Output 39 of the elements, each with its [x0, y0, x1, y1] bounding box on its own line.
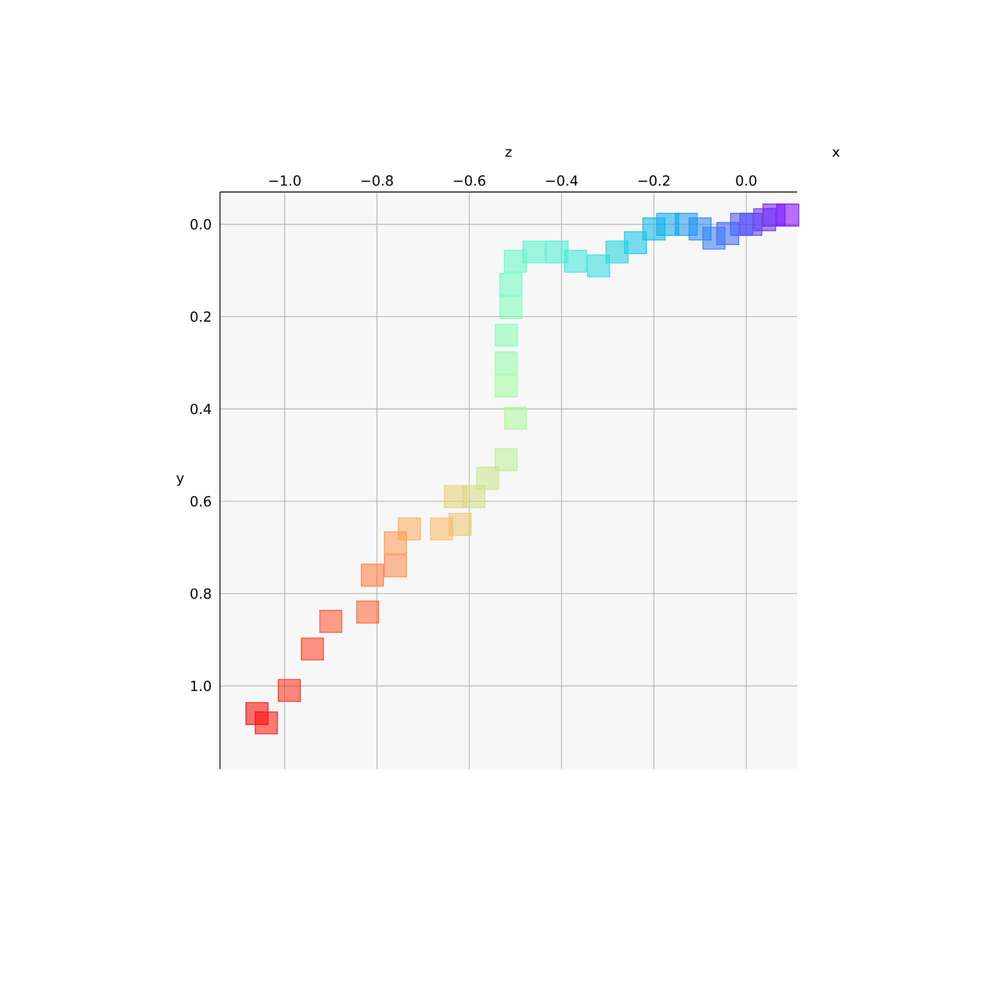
- point: [499, 272, 522, 296]
- point: [356, 600, 380, 624]
- x-tick-label: −0.4: [546, 175, 578, 186]
- point: [504, 250, 527, 273]
- y-tick-label: 0.4: [190, 404, 212, 414]
- y-tick-label: 0.0: [190, 219, 211, 230]
- point: [546, 240, 568, 264]
- point: [384, 531, 407, 554]
- point: [504, 406, 527, 430]
- x-tick-label: 0.0: [736, 175, 756, 186]
- point: [476, 466, 500, 490]
- point: [606, 240, 628, 264]
- y-axis-title: y: [176, 475, 184, 486]
- point: [642, 218, 666, 240]
- point: [384, 554, 407, 578]
- point: [300, 638, 324, 660]
- point: [319, 610, 342, 633]
- point: [494, 351, 518, 374]
- point: [494, 324, 518, 346]
- point: [522, 240, 546, 264]
- y-tick-label: 1.0: [191, 680, 211, 692]
- point: [587, 254, 610, 278]
- x-tick-label: −0.6: [454, 175, 486, 186]
- point: [499, 296, 522, 319]
- point: [444, 485, 467, 508]
- x-tick-label: −0.8: [362, 175, 393, 186]
- point: [278, 679, 301, 702]
- y-tick-label: 0.2: [190, 311, 210, 322]
- point: [494, 374, 518, 398]
- y-tick-label: 0.6: [190, 496, 211, 507]
- x2-axis-title: x: [832, 149, 840, 157]
- point: [430, 518, 453, 540]
- point: [246, 702, 268, 726]
- x-axis-title: z: [505, 149, 512, 157]
- x-tick-label: −1.0: [269, 175, 301, 186]
- point: [360, 564, 384, 587]
- y-tick-label: 0.8: [190, 588, 211, 599]
- point: [494, 448, 518, 472]
- x-tick-label: −0.2: [638, 175, 670, 186]
